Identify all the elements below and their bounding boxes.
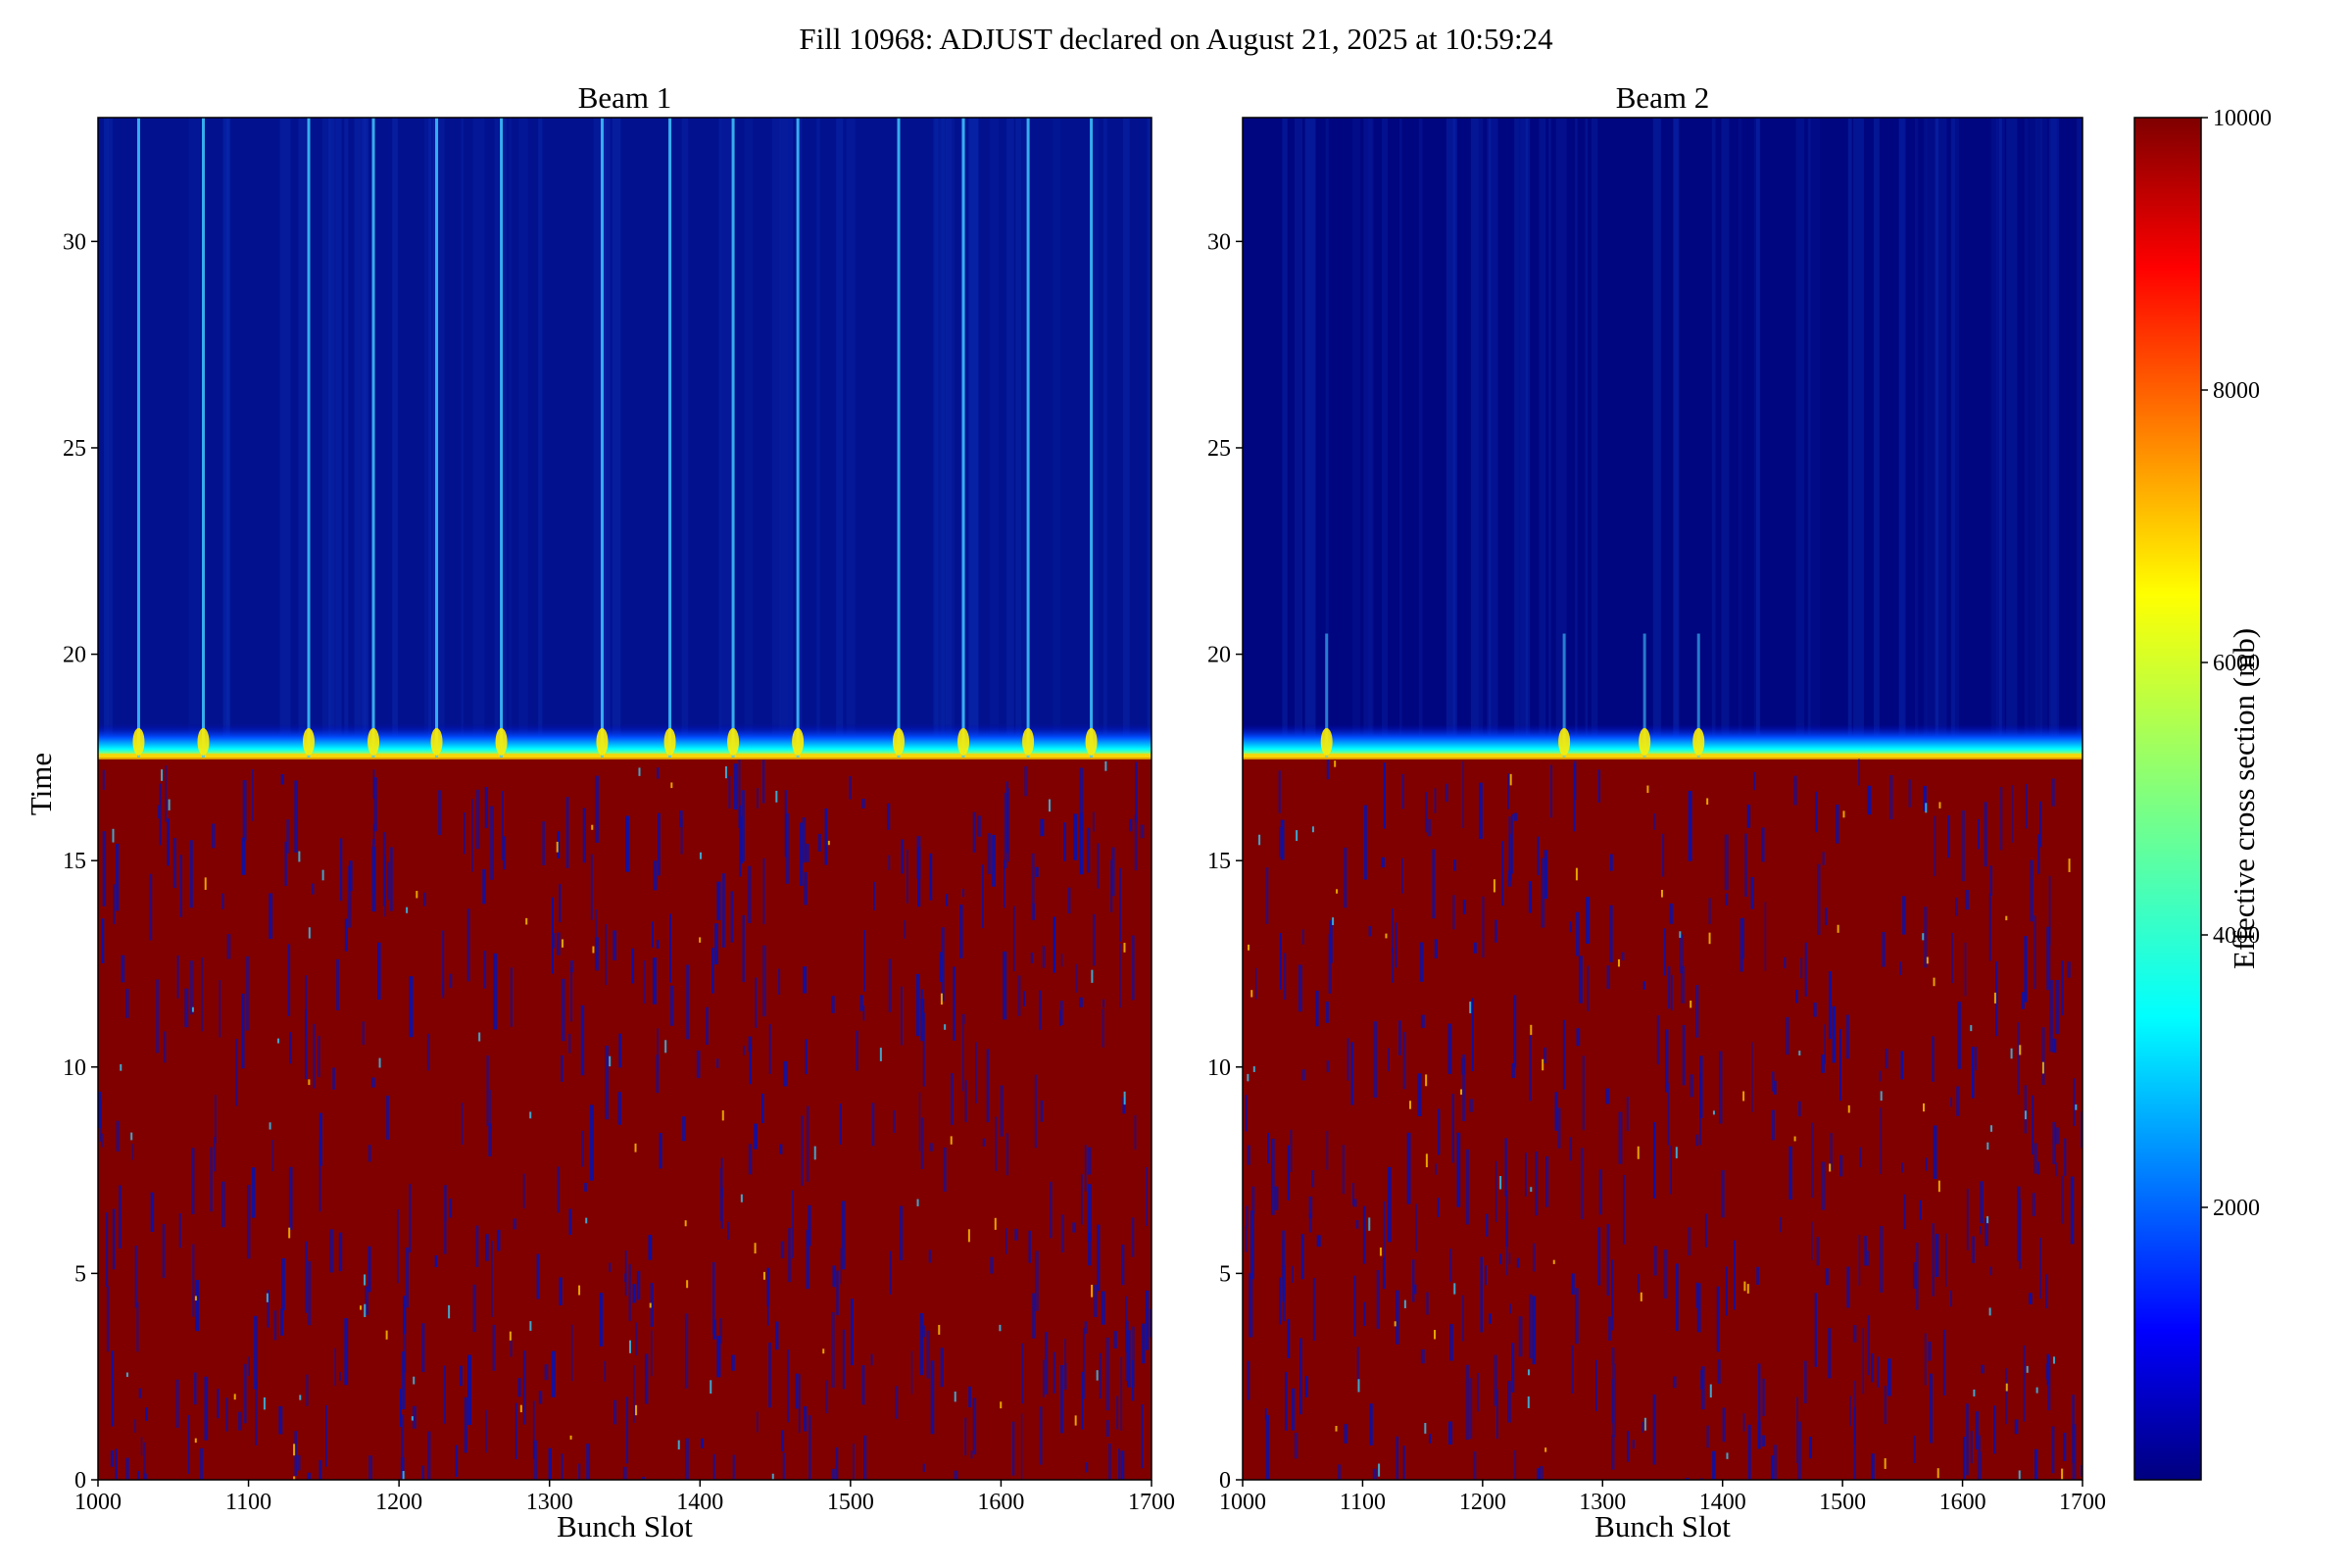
bright-streak	[668, 118, 672, 758]
bright-streak	[897, 118, 901, 758]
colorbar-gradient	[2133, 117, 2202, 1481]
x-tick-label: 1400	[676, 1490, 723, 1515]
bright-streak	[1090, 118, 1094, 758]
y-tick-label: 30	[1207, 229, 1231, 255]
bright-streak	[1696, 633, 1700, 758]
bright-streak	[1562, 633, 1566, 758]
beam1-panel-title: Beam 1	[577, 80, 672, 115]
bright-streak	[796, 118, 800, 758]
bright-streak	[371, 118, 375, 758]
x-tick-label: 1000	[74, 1490, 122, 1515]
bright-streak	[500, 118, 504, 758]
lower-region	[98, 757, 1152, 1480]
x-tick-label: 1000	[1219, 1490, 1266, 1515]
plot-frame	[1242, 117, 2083, 1481]
bright-streak	[202, 118, 205, 758]
y-tick-label: 25	[1207, 436, 1231, 462]
beam2-panel-title: Beam 2	[1615, 80, 1710, 115]
beam1-heatmap-panel: 1000 1100 1200 1300 1400 1500 1600 1700 0 5 10 15 20…	[63, 117, 1175, 1515]
bright-streak	[1026, 118, 1030, 758]
x-tick-label: 1100	[225, 1490, 271, 1515]
x-tick-label: 1600	[1939, 1490, 1986, 1515]
beam2-x-axis-label: Bunch Slot	[1594, 1509, 1731, 1544]
y-tick-label: 0	[74, 1468, 86, 1494]
y-tick-label: 0	[1219, 1468, 1231, 1494]
bright-streak	[136, 118, 140, 758]
x-tick-label: 1700	[1128, 1490, 1175, 1515]
bright-streak	[600, 118, 604, 758]
x-tick-label: 1500	[1819, 1490, 1866, 1515]
colorbar-tick-label: 10000	[2213, 106, 2272, 131]
lower-region	[1243, 757, 2082, 1480]
x-tick-label: 1200	[375, 1490, 422, 1515]
x-tick-label: 1400	[1699, 1490, 1746, 1515]
bright-streak	[1642, 633, 1646, 758]
y-tick-label: 5	[74, 1261, 86, 1287]
figure-title: Fill 10968: ADJUST declared on August 21…	[799, 22, 1553, 56]
upper-region	[1243, 118, 2082, 758]
x-tick-label: 1100	[1340, 1490, 1386, 1515]
colorbar-tick-label: 8000	[2213, 378, 2260, 404]
bright-streak	[435, 118, 439, 758]
x-tick-label: 1200	[1459, 1490, 1506, 1515]
y-tick-label: 5	[1219, 1261, 1231, 1287]
bright-streak	[307, 118, 311, 758]
bright-streak	[731, 118, 735, 758]
x-tick-label: 1500	[827, 1490, 874, 1515]
beam1-x-axis-label: Bunch Slot	[557, 1509, 693, 1544]
y-tick-label: 15	[1207, 849, 1231, 874]
y-tick-label: 20	[1207, 643, 1231, 668]
x-tick-label: 1300	[526, 1490, 573, 1515]
y-tick-label: 15	[63, 849, 86, 874]
x-tick-label: 1300	[1579, 1490, 1626, 1515]
y-tick-label: 30	[63, 229, 86, 255]
colorbar-tick-label: 6000	[2213, 651, 2260, 676]
colorbar: 2000 4000 6000 8000 10000	[2133, 106, 2272, 1481]
plot-frame	[97, 117, 1152, 1481]
bright-streak	[1325, 633, 1329, 758]
y-tick-label: 10	[63, 1055, 86, 1081]
x-tick-label: 1600	[977, 1490, 1024, 1515]
colorbar-tick-label: 2000	[2213, 1196, 2260, 1221]
bright-streak	[961, 118, 965, 758]
beam2-heatmap-panel: 1000 1100 1200 1300 1400 1500 1600 1700 0 5 10 15 20…	[1207, 117, 2106, 1515]
y-tick-label: 20	[63, 643, 86, 668]
y-tick-label: 25	[63, 436, 86, 462]
colorbar-tick-label: 4000	[2213, 923, 2260, 949]
x-tick-label: 1700	[2059, 1490, 2106, 1515]
y-tick-label: 10	[1207, 1055, 1231, 1081]
